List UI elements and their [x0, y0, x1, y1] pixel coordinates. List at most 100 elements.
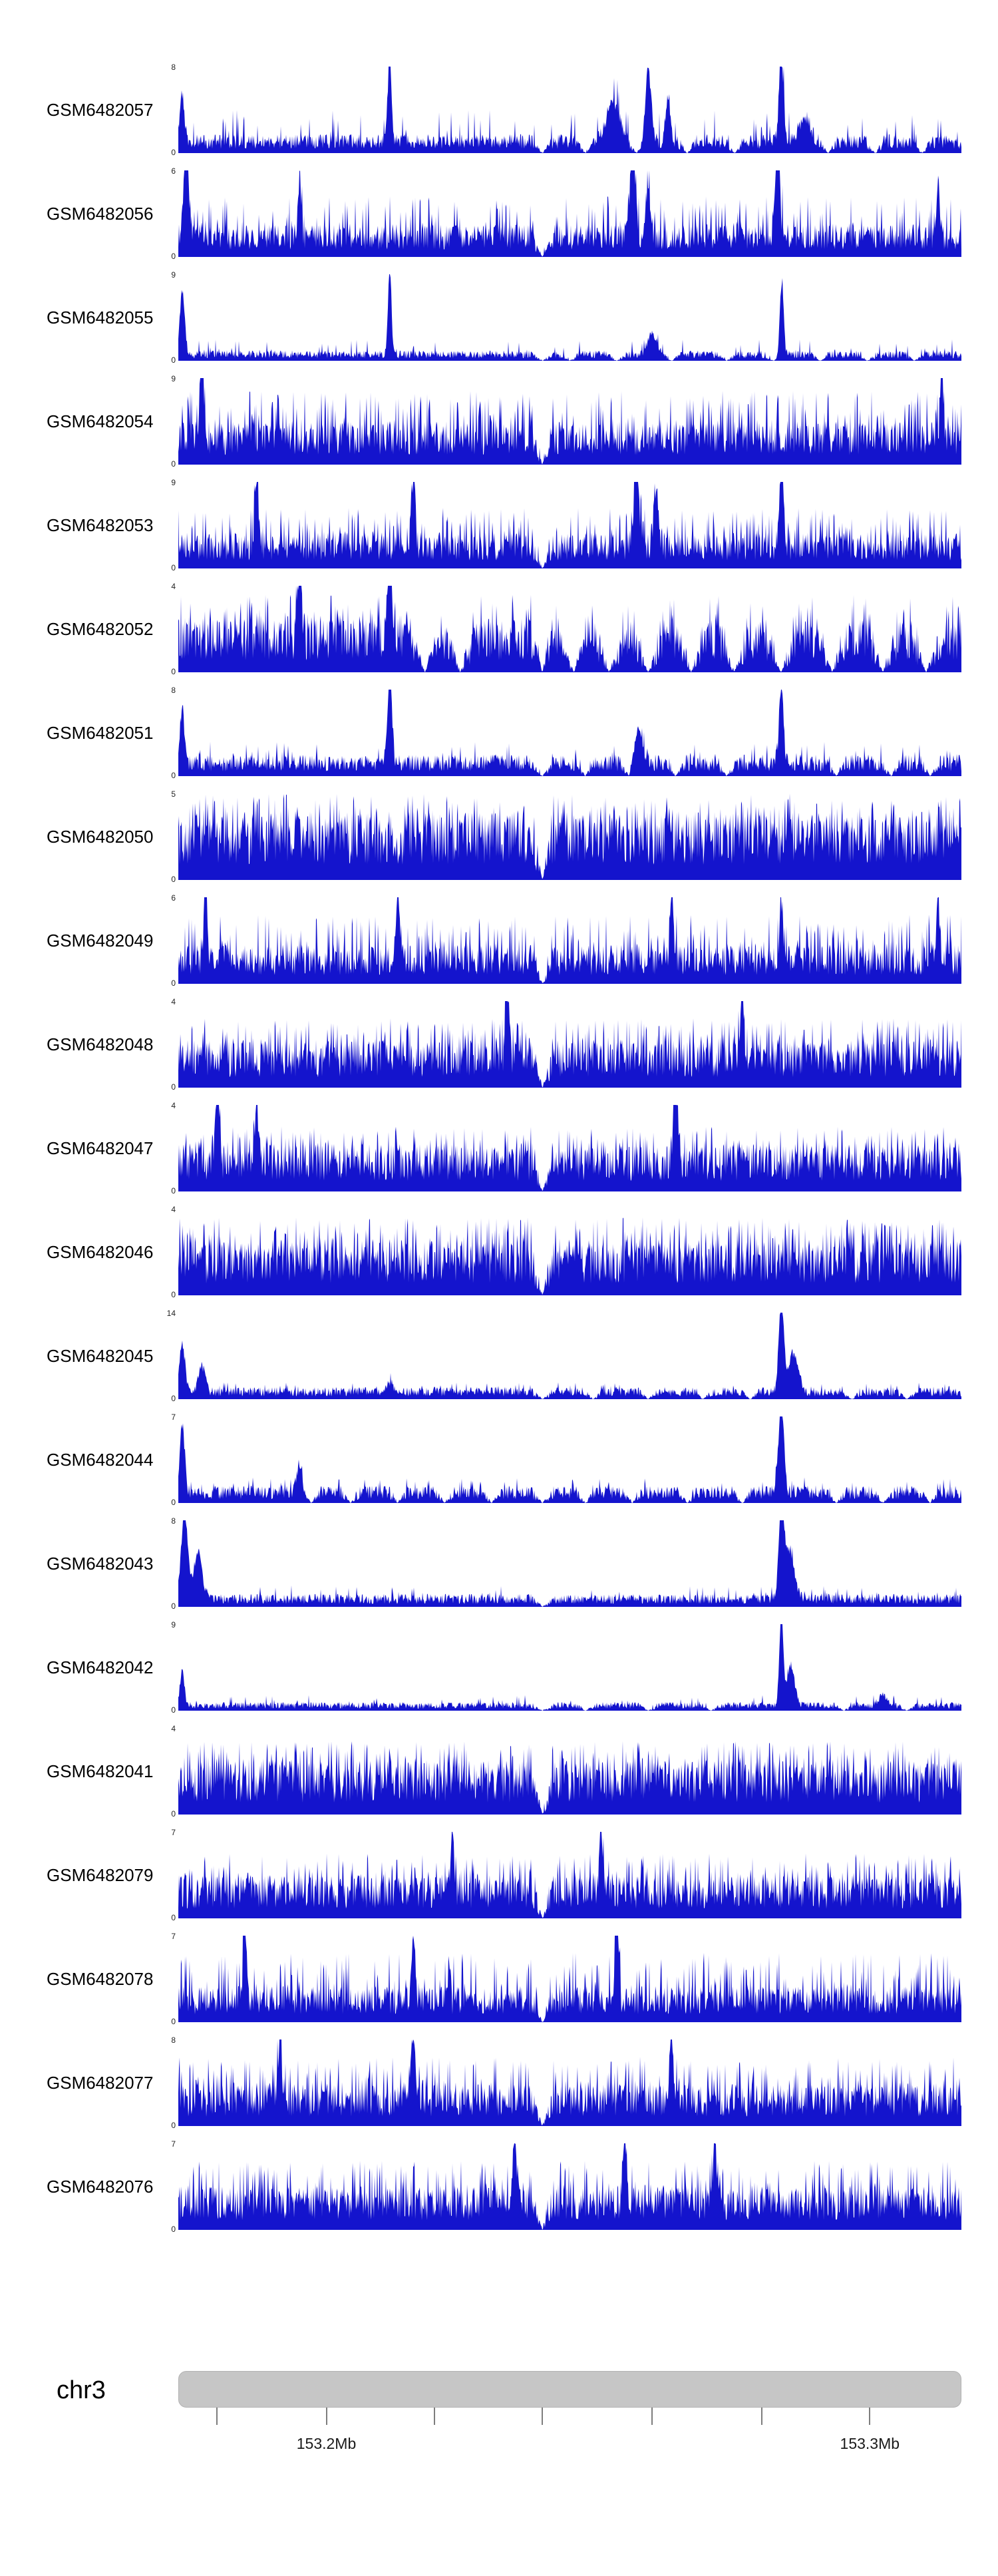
track-label: GSM6482041	[47, 1761, 154, 1781]
track-plot-area: 4 0	[171, 582, 961, 676]
chromosome-label: chr3	[57, 2376, 106, 2404]
track-label: GSM6482048	[47, 1034, 154, 1054]
signal-tracks-list: GSM6482057 8 0 GSM6482056 6 0 GSM6482055…	[0, 63, 998, 2247]
track-label: GSM6482056	[47, 203, 154, 224]
signal-area-path	[178, 897, 961, 984]
track-ymin-label: 0	[171, 875, 176, 884]
track-ymin-label: 0	[171, 2225, 176, 2234]
track-ymax-label: 7	[171, 1828, 176, 1837]
track-ymin-label: 0	[171, 148, 176, 157]
track-ymax-label: 9	[171, 270, 176, 280]
signal-track-row: GSM6482046 4 0	[0, 1205, 998, 1313]
signal-area-path	[178, 1416, 961, 1503]
signal-area-path	[178, 1624, 961, 1711]
track-ymax-label: 6	[171, 166, 176, 176]
signal-area-chart	[178, 1001, 961, 1088]
signal-area-path	[178, 170, 961, 257]
signal-area-path	[178, 378, 961, 465]
signal-track-row: GSM6482076 7 0	[0, 2140, 998, 2247]
track-ymax-label: 4	[171, 1724, 176, 1733]
track-plot-area: 4 0	[171, 1102, 961, 1195]
track-plot-area: 9 0	[171, 271, 961, 364]
signal-area-path	[178, 274, 961, 361]
signal-area-path	[178, 1936, 961, 2022]
track-plot-area: 7 0	[171, 2140, 961, 2233]
signal-track-row: GSM6482041 4 0	[0, 1725, 998, 1832]
track-label: GSM6482076	[47, 2176, 154, 2197]
track-ymin-label: 0	[171, 563, 176, 572]
signal-area-path	[178, 67, 961, 153]
track-plot-area: 7 0	[171, 1413, 961, 1506]
axis-tick	[869, 2408, 871, 2425]
track-label: GSM6482053	[47, 515, 154, 535]
signal-area-chart	[178, 1105, 961, 1191]
signal-area-chart	[178, 1741, 961, 1815]
axis-tick-label: 153.3Mb	[840, 2435, 900, 2452]
track-ymax-label: 6	[171, 893, 176, 903]
signal-area-chart	[178, 586, 961, 672]
track-plot-area: 14 0	[167, 1309, 961, 1402]
track-label: GSM6482045	[47, 1345, 154, 1366]
track-ymax-label: 8	[171, 63, 176, 72]
track-ymax-label: 8	[171, 1516, 176, 1526]
track-ymin-label: 0	[171, 771, 176, 780]
signal-track-row: GSM6482051 8 0	[0, 686, 998, 793]
track-ymax-label: 9	[171, 374, 176, 383]
track-plot-area: 9 0	[171, 375, 961, 468]
track-plot-area: 6 0	[171, 894, 961, 987]
track-ymin-label: 0	[171, 2121, 176, 2130]
track-ymax-label: 4	[171, 1205, 176, 1214]
signal-area-chart	[178, 690, 961, 776]
signal-area-chart	[178, 1832, 961, 1918]
track-label: GSM6482049	[47, 930, 154, 951]
track-label: GSM6482042	[47, 1657, 154, 1677]
signal-area-path	[178, 690, 961, 776]
signal-track-row: GSM6482044 7 0	[0, 1413, 998, 1520]
signal-track-row: GSM6482049 6 0	[0, 894, 998, 1001]
track-ymax-label: 7	[171, 2139, 176, 2149]
track-label: GSM6482055	[47, 307, 154, 327]
signal-area-chart	[178, 1624, 961, 1711]
signal-track-row: GSM6482048 4 0	[0, 997, 998, 1105]
track-ymax-label: 7	[171, 1932, 176, 1941]
track-ymax-label: 9	[171, 478, 176, 487]
track-plot-area: 4 0	[171, 1205, 961, 1299]
signal-area-chart	[178, 170, 961, 257]
track-label: GSM6482052	[47, 618, 154, 639]
signal-track-row: GSM6482079 7 0	[0, 1828, 998, 1936]
track-ymin-label: 0	[171, 667, 176, 676]
track-plot-area: 4 0	[171, 1725, 961, 1818]
axis-tick	[433, 2408, 435, 2425]
signal-track-row: GSM6482047 4 0	[0, 1102, 998, 1209]
track-ymin-label: 0	[171, 2017, 176, 2026]
signal-area-path	[178, 1832, 961, 1918]
signal-area-chart	[178, 1217, 961, 1295]
track-ymax-label: 4	[171, 582, 176, 591]
chromosome-ideogram-bar	[178, 2371, 961, 2408]
track-label: GSM6482054	[47, 411, 154, 431]
axis-tick	[651, 2408, 653, 2425]
track-ymin-label: 0	[171, 1498, 176, 1507]
signal-track-row: GSM6482052 4 0	[0, 582, 998, 690]
track-label: GSM6482077	[47, 2072, 154, 2093]
track-plot-area: 8 0	[171, 1517, 961, 1610]
signal-area-path	[178, 1520, 961, 1607]
track-label: GSM6482043	[47, 1553, 154, 1574]
signal-area-chart	[178, 274, 961, 361]
signal-area-chart	[178, 1936, 961, 2022]
track-plot-area: 8 0	[171, 63, 961, 156]
track-ymin-label: 0	[171, 1082, 176, 1092]
signal-area-path	[178, 586, 961, 672]
track-ymin-label: 0	[171, 1913, 176, 1922]
track-label: GSM6482057	[47, 99, 154, 120]
signal-area-path	[178, 1313, 961, 1399]
track-plot-area: 7 0	[171, 1932, 961, 2026]
track-plot-area: 7 0	[171, 1828, 961, 1922]
chromosome-axis-panel: chr3 153.2Mb 153.3Mb	[0, 2371, 998, 2504]
track-label: GSM6482046	[47, 1241, 154, 1262]
signal-area-chart	[178, 793, 961, 880]
signal-area-chart	[178, 378, 961, 465]
track-ymax-label: 4	[171, 997, 176, 1006]
track-label: GSM6482051	[47, 722, 154, 743]
